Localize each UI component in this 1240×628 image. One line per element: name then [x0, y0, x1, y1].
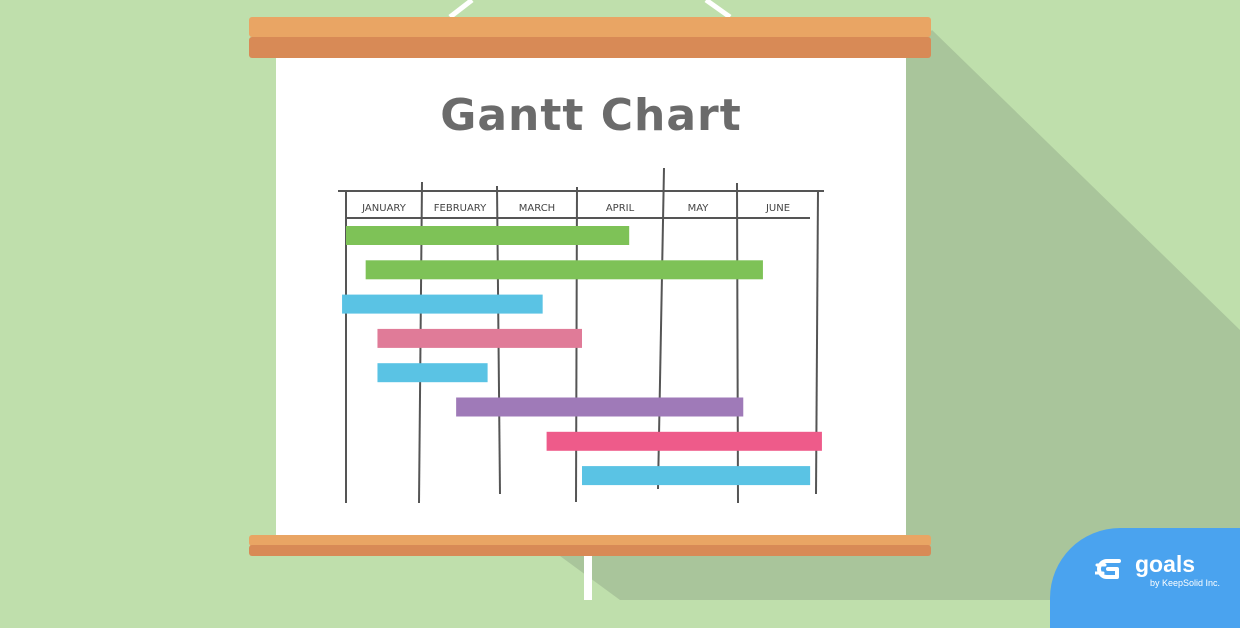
gantt-bar — [546, 431, 822, 451]
top-roller — [249, 17, 931, 37]
gantt-bars — [342, 226, 822, 486]
presentation-scene: JANUARY FEBRUARY MARCH APRIL MAY JUNE — [249, 0, 1240, 600]
grid-line-5 — [736, 182, 739, 504]
month-label: JUNE — [765, 203, 790, 214]
gantt-bar — [377, 363, 488, 383]
gantt-bar — [346, 226, 630, 245]
month-label: APRIL — [606, 203, 635, 214]
gantt-bar — [342, 294, 543, 314]
hanging-string-left — [448, 0, 474, 19]
month-label: MARCH — [519, 203, 555, 214]
brand-tagline: by KeepSolid Inc. — [1150, 578, 1221, 588]
bottom-roller — [249, 535, 931, 546]
gantt-bar — [456, 397, 744, 417]
gantt-bar — [377, 328, 582, 348]
month-labels: JANUARY FEBRUARY MARCH APRIL MAY JUNE — [361, 203, 790, 214]
stand-leg — [584, 555, 592, 600]
hanging-string-right — [704, 0, 732, 20]
month-label: MAY — [688, 203, 710, 214]
brand-name: goals — [1135, 551, 1196, 577]
goals-logo-icon — [1095, 559, 1121, 579]
board-shadow — [560, 30, 1240, 600]
top-roller-shade — [249, 37, 931, 58]
gantt-bar — [365, 260, 763, 280]
month-label: JANUARY — [361, 203, 407, 214]
month-label: FEBRUARY — [434, 203, 487, 214]
chart-title: Gantt Chart — [440, 90, 742, 141]
bottom-roller-shade — [249, 545, 931, 556]
gantt-bar — [582, 466, 811, 486]
